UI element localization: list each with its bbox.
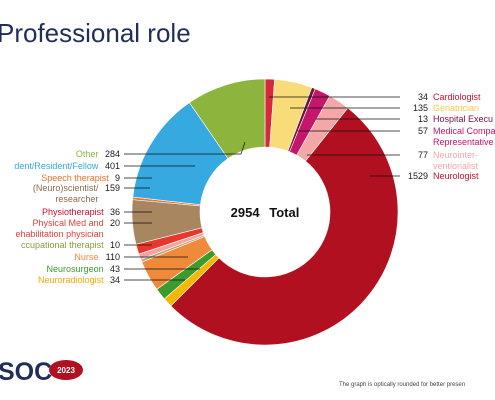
logo-year: 2023: [57, 366, 75, 375]
total-value: 2954: [231, 205, 261, 220]
chart-title: Professional role: [0, 18, 191, 48]
left-value-1: 401: [105, 161, 120, 171]
right-label-0: Cardiologist: [433, 92, 481, 102]
left-value-6: 10: [110, 240, 120, 250]
right-label-5: Neurologist: [433, 171, 479, 181]
right-value-4: 77: [418, 150, 428, 160]
left-value-8: 43: [110, 264, 120, 274]
right-value-1: 135: [413, 103, 428, 113]
right-label-1: Geriatrician: [433, 103, 479, 113]
logo-text: SOC: [0, 358, 52, 386]
slice-labels: 34 Cardiologist 135 Geriatrician 13 Hospital …: [14, 92, 495, 285]
total-label: 2954 Total: [231, 205, 300, 220]
left-value-2: 9: [115, 173, 120, 183]
footnote: The graph is optically rounded for bette…: [339, 382, 466, 388]
left-label-2: Speech therapist: [41, 173, 109, 183]
logo-badge: [49, 360, 83, 380]
conference-logo: SOC 2023: [0, 358, 83, 386]
total-word: Total: [269, 205, 299, 220]
right-value-5: 1529: [408, 171, 428, 181]
left-label-5: Physical Med and: [33, 218, 104, 228]
left-label-6: ccupational therapist: [21, 240, 104, 250]
left-label-1: dent/Resident/Fellow: [14, 161, 99, 171]
slice-neurologist: [170, 107, 399, 346]
right-label2-4: ventionalist: [433, 161, 479, 171]
leader-left-0: [124, 141, 246, 155]
left-label-0: Other: [76, 149, 99, 159]
left-value-5: 20: [110, 218, 120, 228]
left-value-9: 34: [110, 275, 120, 285]
right-value-2: 13: [418, 114, 428, 124]
left-label-7: Nurse: [74, 252, 98, 262]
left-label-4: Physiotherapist: [42, 207, 104, 217]
right-value-3: 57: [418, 126, 428, 136]
left-label-9: Neuroradiologist: [38, 275, 104, 285]
left-value-0: 284: [105, 149, 120, 159]
left-label2-3: researcher: [55, 194, 98, 204]
left-value-4: 36: [110, 207, 120, 217]
right-label-4: Neurointer-: [433, 150, 478, 160]
donut-slices: [131, 78, 399, 346]
left-label-3: (Neuro)scientist/: [33, 183, 99, 193]
slice-other: [188, 78, 266, 159]
left-value-7: 110: [106, 252, 120, 262]
right-label-3: Medical Compa: [433, 126, 495, 136]
left-label-8: Neurosurgeon: [47, 264, 104, 274]
left-label2-5: ehabilitation physician: [16, 229, 104, 239]
right-value-0: 34: [418, 92, 428, 102]
left-value-3: 159: [105, 183, 120, 193]
right-label2-3: Representative: [433, 137, 494, 147]
leader-lines: [124, 96, 400, 281]
right-label-2: Hospital Execu: [433, 114, 493, 124]
